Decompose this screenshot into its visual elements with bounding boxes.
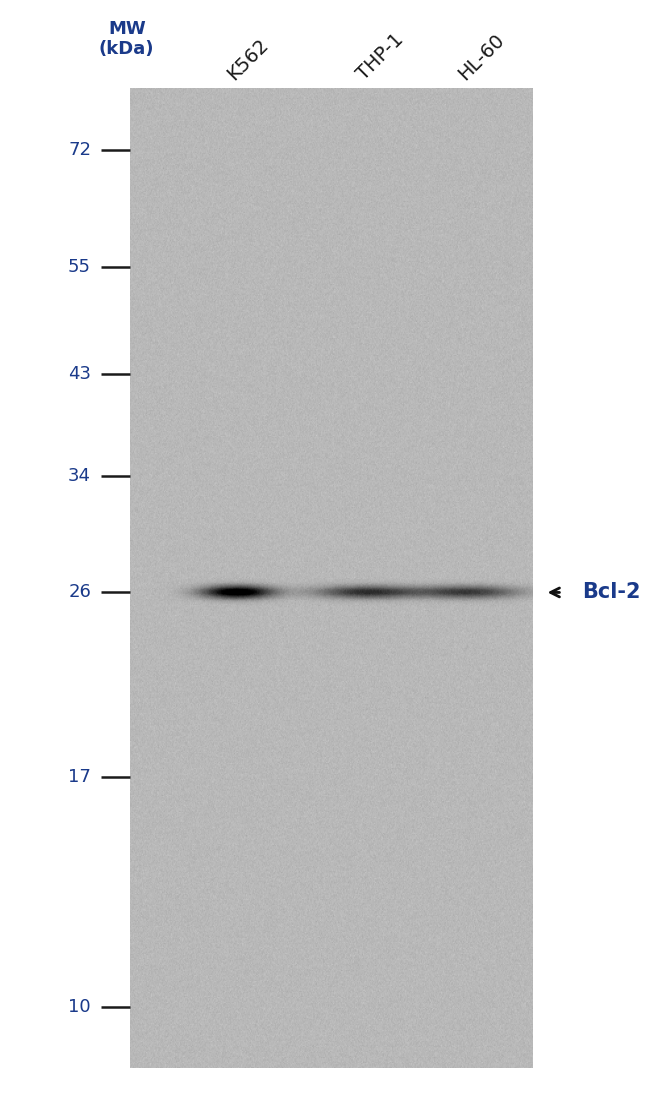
Text: HL-60: HL-60 <box>454 30 508 83</box>
Text: 17: 17 <box>68 768 91 786</box>
Text: Bcl-2: Bcl-2 <box>582 582 640 602</box>
Text: MW
(kDa): MW (kDa) <box>99 20 155 58</box>
Text: 10: 10 <box>68 998 91 1016</box>
Text: 43: 43 <box>68 365 91 383</box>
Text: THP-1: THP-1 <box>354 30 408 83</box>
Text: 55: 55 <box>68 258 91 276</box>
Text: 34: 34 <box>68 467 91 485</box>
Text: K562: K562 <box>224 35 272 83</box>
Text: 72: 72 <box>68 141 91 159</box>
Text: 26: 26 <box>68 583 91 601</box>
